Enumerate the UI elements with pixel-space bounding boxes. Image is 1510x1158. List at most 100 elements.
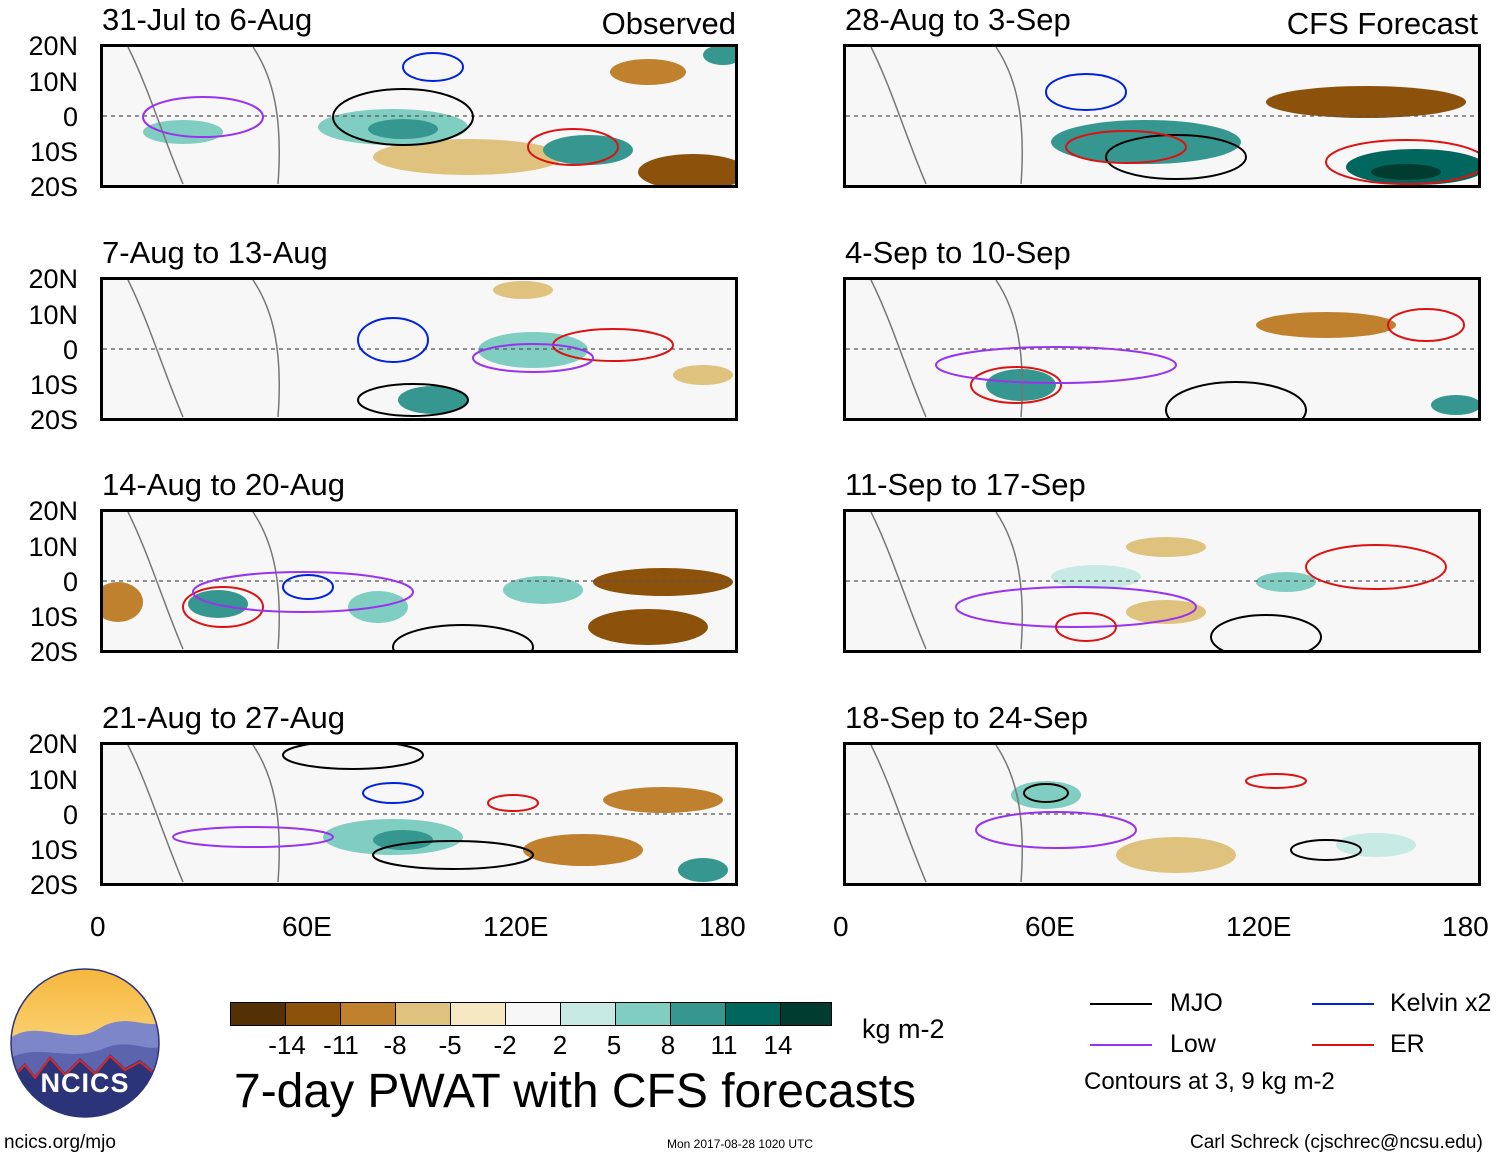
colorbar-label: -8 — [383, 1030, 407, 1060]
panel-title-3: 14-Aug to 20-Aug — [102, 467, 346, 502]
er-contour — [487, 794, 539, 812]
colorbar-label: 11 — [710, 1030, 738, 1060]
lat-label: 20S — [29, 405, 78, 435]
colorbar-bin — [230, 1002, 286, 1026]
mjo-contour — [282, 745, 424, 770]
low-contour — [142, 96, 264, 138]
lon-label: 0 — [90, 911, 106, 942]
ncics-logo: NCICS — [10, 968, 160, 1118]
mjo-contour — [357, 383, 469, 417]
colorbar-units: kg m-2 — [862, 1014, 945, 1044]
panel-title-8: 18-Sep to 24-Sep — [845, 700, 1089, 735]
kelvin-contour — [1045, 73, 1127, 111]
legend-label-low: Low — [1170, 1030, 1216, 1058]
lat-label: 10N — [28, 765, 78, 795]
lat-label: 20S — [29, 172, 78, 202]
colorbar-bin — [725, 1002, 781, 1026]
colorbar-label: -2 — [493, 1030, 517, 1060]
map-panel-2 — [100, 277, 738, 421]
lat-label: 10N — [28, 300, 78, 330]
coastline — [870, 745, 1024, 883]
er-contour — [1305, 544, 1447, 590]
coastline — [870, 280, 1024, 418]
lon-label: 120E — [1226, 911, 1292, 942]
lon-label: 180 — [1442, 911, 1489, 942]
er-contour — [1387, 308, 1465, 342]
wet-anomaly — [373, 830, 433, 850]
wet-anomaly — [143, 120, 223, 144]
er-contour — [1055, 612, 1117, 642]
ncics-logo-graphic — [10, 968, 160, 1118]
colorbar-bin — [780, 1002, 832, 1026]
wet-anomaly — [1371, 164, 1441, 180]
dry-anomaly — [1256, 312, 1396, 338]
wet-anomaly — [543, 135, 633, 165]
lat-label: 10S — [29, 137, 78, 167]
colorbar-label: 14 — [763, 1030, 793, 1060]
lat-label: 10N — [28, 532, 78, 562]
lat-label: 0 — [62, 335, 78, 365]
dry-anomaly — [638, 154, 735, 185]
panel-title-4: 21-Aug to 27-Aug — [102, 700, 346, 735]
kelvin-contour — [357, 317, 429, 363]
colorbar-bin — [340, 1002, 396, 1026]
mjo-contour — [392, 624, 534, 650]
lat-label: 0 — [62, 567, 78, 597]
dry-anomaly — [610, 59, 686, 85]
wet-anomaly — [503, 576, 583, 604]
kelvin-contour — [282, 574, 334, 600]
panel-tag-forecast: CFS Forecast — [1286, 6, 1478, 41]
lat-label: 10S — [29, 835, 78, 865]
dry-anomaly — [103, 582, 143, 622]
dry-anomaly — [673, 365, 733, 385]
pwat-map-8 — [846, 745, 1478, 883]
dry-anomaly — [493, 281, 553, 299]
dry-anomaly — [1266, 86, 1466, 118]
coastline — [127, 512, 281, 650]
mjo-contour — [372, 840, 534, 870]
er-contour — [1065, 130, 1187, 164]
legend-line-mjo — [1090, 1003, 1152, 1005]
lat-label: 10N — [28, 67, 78, 97]
wet-anomaly — [368, 119, 438, 139]
colorbar-label: -11 — [323, 1030, 359, 1060]
legend-line-er — [1312, 1044, 1374, 1046]
lat-label: 20S — [29, 637, 78, 667]
panel-title-5: 28-Aug to 3-Sep — [845, 2, 1071, 37]
legend-line-kelvin — [1312, 1003, 1374, 1005]
legend-label-kelvin: Kelvin x2 — [1390, 989, 1492, 1017]
legend-label-mjo: MJO — [1170, 989, 1223, 1017]
lon-label: 60E — [1025, 911, 1075, 942]
low-contour — [935, 346, 1177, 384]
colorbar-bin — [285, 1002, 341, 1026]
coastline — [127, 47, 281, 185]
lat-label: 10S — [29, 370, 78, 400]
low-contour — [172, 826, 334, 848]
legend-line-low — [1090, 1044, 1152, 1046]
wet-anomaly — [1256, 572, 1316, 592]
coastline — [870, 47, 1024, 185]
lat-label: 0 — [62, 800, 78, 830]
lon-label: 180 — [699, 911, 746, 942]
lon-label: 0 — [833, 911, 849, 942]
kelvin-contour — [402, 52, 464, 82]
ncics-logo-text: NCICS — [40, 1068, 130, 1098]
colorbar-bin — [615, 1002, 671, 1026]
wet-anomaly — [1051, 120, 1241, 164]
low-contour — [975, 811, 1137, 849]
er-contour — [970, 366, 1062, 404]
footer-credit: Carl Schreck (cjschrec@ncsu.edu) — [1190, 1132, 1483, 1153]
dry-anomaly — [603, 787, 723, 813]
wet-anomaly — [678, 858, 728, 882]
footer-url[interactable]: ncics.org/mjo — [4, 1132, 116, 1153]
colorbar-bin — [395, 1002, 451, 1026]
map-panel-3 — [100, 509, 738, 653]
wet-anomaly — [1431, 395, 1478, 415]
pwat-map-6 — [846, 280, 1478, 418]
panel-title-2: 7-Aug to 13-Aug — [102, 235, 328, 270]
dry-anomaly — [593, 568, 733, 596]
colorbar-label: 8 — [660, 1030, 676, 1060]
dry-anomaly — [1126, 600, 1206, 624]
er-contour — [1245, 773, 1307, 789]
colorbar-bin — [505, 1002, 561, 1026]
